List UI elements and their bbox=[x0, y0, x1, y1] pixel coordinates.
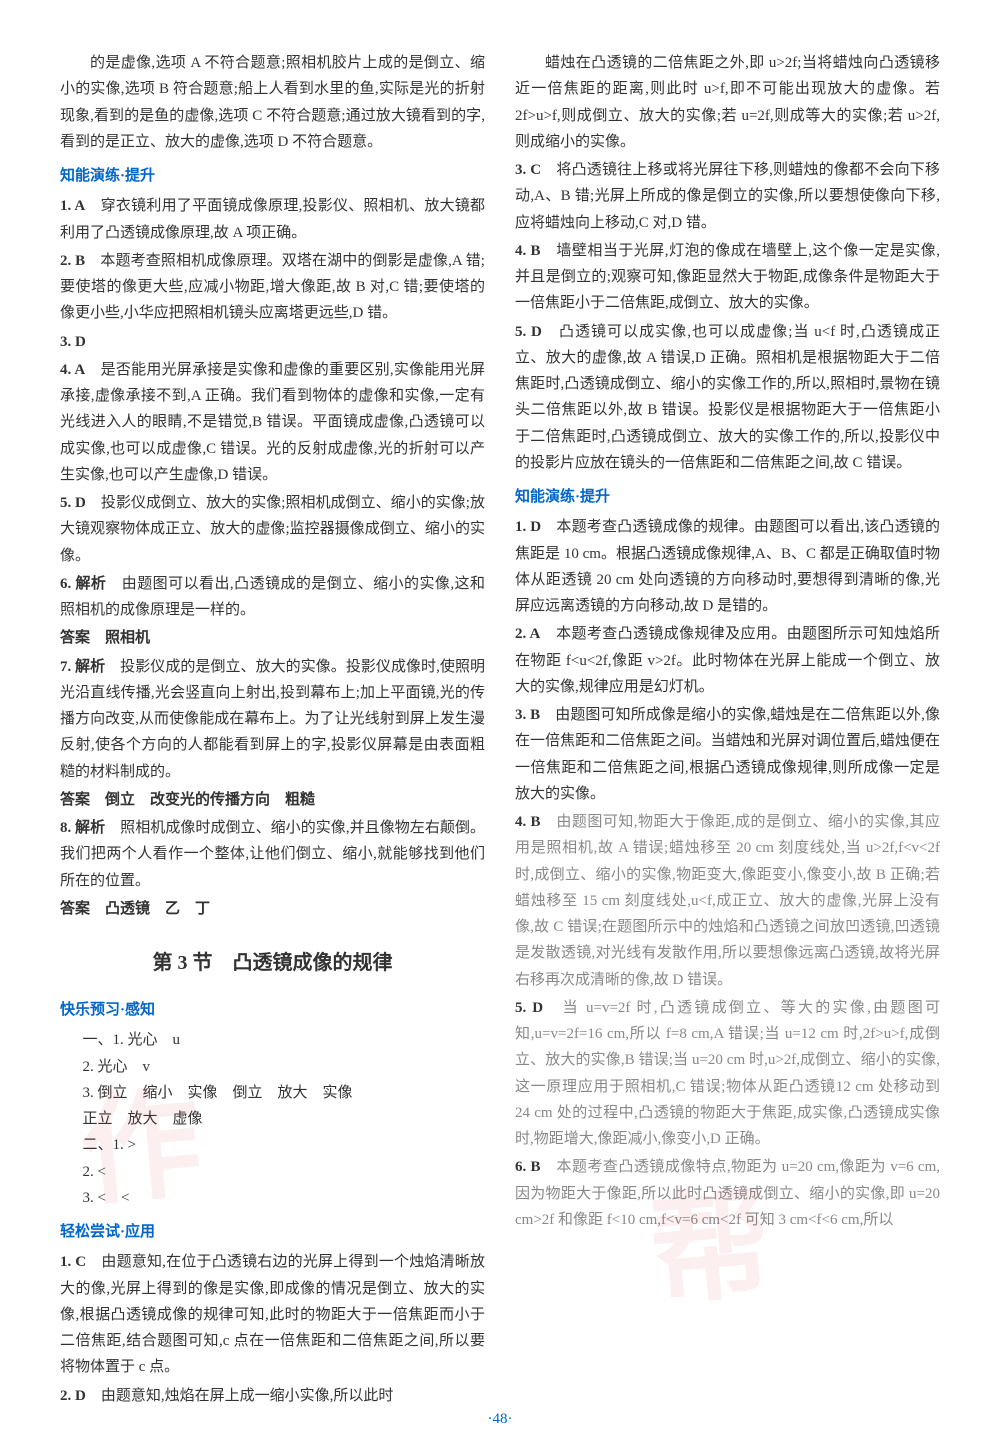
right-column: 蜡烛在凸透镜的二倍焦距之外,即 u>2f;当将蜡烛向凸透镜移近一倍焦距的距离,则… bbox=[515, 50, 940, 1408]
right-section-header: 知能演练·提升 bbox=[515, 484, 940, 510]
right-item-b-5: 6. B 本题考查凸透镜成像特点,物距为 u=20 cm,像距为 v=6 cm,… bbox=[515, 1154, 940, 1233]
right-item-b-0: 1. D 本题考查凸透镜成像的规律。由题图可以看出,该凸透镜的焦距是 10 cm… bbox=[515, 514, 940, 619]
left-item-9: 8. 解析 照相机成像时成倒立、缩小的实像,并且像物左右颠倒。我们把两个人看作一… bbox=[60, 815, 485, 894]
left-item-6: 答案 照相机 bbox=[60, 625, 485, 651]
left-item-0: 1. A 穿衣镜利用了平面镜成像原理,投影仪、照相机、放大镜都利用了凸透镜成像原… bbox=[60, 193, 485, 246]
preview-item-0: 一、1. 光心 u bbox=[83, 1027, 486, 1053]
right-item-b-1: 2. A 本题考查凸透镜成像规律及应用。由题图所示可知烛焰所在物距 f<u<2f… bbox=[515, 621, 940, 700]
section-header-1: 知能演练·提升 bbox=[60, 163, 485, 189]
section-header-3: 轻松尝试·应用 bbox=[60, 1219, 485, 1245]
right-item-b-3: 4. B 由题图可知,物距大于像距,成的是倒立、缩小的实像,其应用是照相机,故 … bbox=[515, 809, 940, 993]
left-item-3: 4. A 是否能用光屏承接是实像和虚像的重要区别,实像能用光屏承接,虚像承接不到… bbox=[60, 357, 485, 488]
right-item-b-4: 5. D 当 u=v=2f 时,凸透镜成倒立、等大的实像,由题图可知,u=v=2… bbox=[515, 995, 940, 1153]
right-intro-paragraph: 蜡烛在凸透镜的二倍焦距之外,即 u>2f;当将蜡烛向凸透镜移近一倍焦距的距离,则… bbox=[515, 50, 940, 155]
left-item-8: 答案 倒立 改变光的传播方向 粗糙 bbox=[60, 787, 485, 813]
left-item-2: 3. D bbox=[60, 329, 485, 355]
preview-item-6: 3. < < bbox=[83, 1185, 486, 1211]
left-item-10: 答案 凸透镜 乙 丁 bbox=[60, 896, 485, 922]
left-item-1: 2. B 本题考查照相机成像原理。双塔在湖中的倒影是虚像,A 错;要使塔的像更大… bbox=[60, 248, 485, 327]
right-item-a-1: 4. B 墙壁相当于光屏,灯泡的像成在墙壁上,这个像一定是实像,并且是倒立的;观… bbox=[515, 238, 940, 317]
right-item-b-2: 3. B 由题图可知所成像是缩小的实像,蜡烛是在二倍焦距以外,像在一倍焦距和二倍… bbox=[515, 702, 940, 807]
preview-item-2: 3. 倒立 缩小 实像 倒立 放大 实像 bbox=[83, 1080, 486, 1106]
preview-item-3: 正立 放大 虚像 bbox=[83, 1106, 486, 1132]
left-item-5: 6. 解析 由题图可以看出,凸透镜成的是倒立、缩小的实像,这和照相机的成像原理是… bbox=[60, 571, 485, 624]
preview-item-5: 2. < bbox=[83, 1159, 486, 1185]
left-item-4: 5. D 投影仪成倒立、放大的实像;照相机成倒立、缩小的实像;放大镜观察物体成正… bbox=[60, 490, 485, 569]
right-item-a-2: 5. D 凸透镜可以成实像,也可以成虚像;当 u<f 时,凸透镜成正立、放大的虚… bbox=[515, 319, 940, 477]
section-header-2: 快乐预习·感知 bbox=[60, 997, 485, 1023]
intro-paragraph: 的是虚像,选项 A 不符合题意;照相机胶片上成的是倒立、缩小的实像,选项 B 符… bbox=[60, 50, 485, 155]
preview-item-4: 二、1. > bbox=[83, 1132, 486, 1158]
app-item-0: 1. C 由题意知,在位于凸透镜右边的光屏上得到一个烛焰清晰放大的像,光屏上得到… bbox=[60, 1249, 485, 1380]
app-item-1: 2. D 由题意知,烛焰在屏上成一缩小实像,所以此时 bbox=[60, 1383, 485, 1409]
left-item-7: 7. 解析 投影仪成的是倒立、放大的实像。投影仪成像时,使照明光沿直线传播,光会… bbox=[60, 654, 485, 785]
preview-item-1: 2. 光心 v bbox=[83, 1054, 486, 1080]
chapter-title: 第 3 节 凸透镜成像的规律 bbox=[60, 946, 485, 981]
page-number: ·48· bbox=[488, 1411, 513, 1428]
left-column: 的是虚像,选项 A 不符合题意;照相机胶片上成的是倒立、缩小的实像,选项 B 符… bbox=[60, 50, 485, 1408]
right-item-a-0: 3. C 将凸透镜往上移或将光屏往下移,则蜡烛的像都不会向下移动,A、B 错;光… bbox=[515, 157, 940, 236]
